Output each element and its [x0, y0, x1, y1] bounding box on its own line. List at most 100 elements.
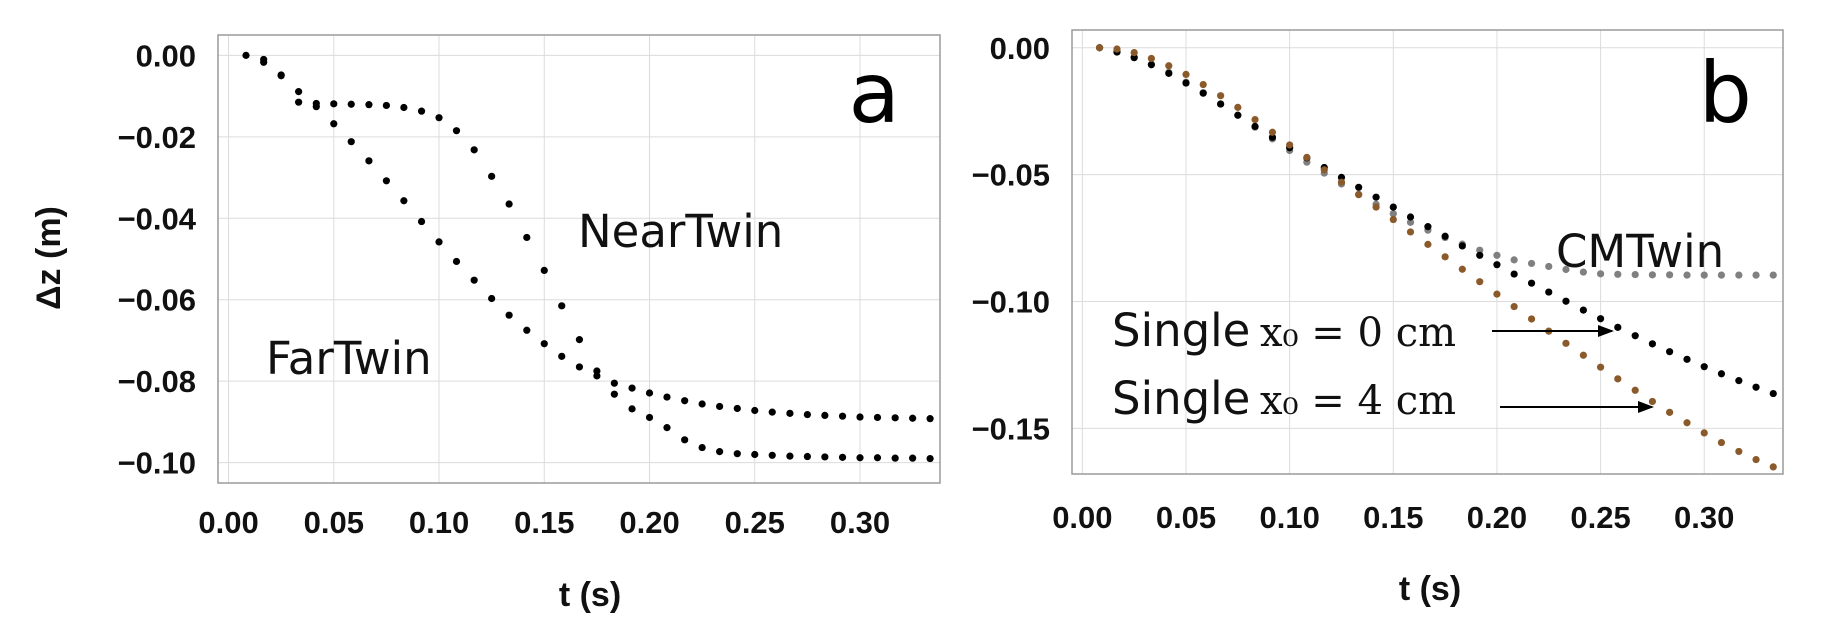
point-cmtwin: [1406, 218, 1415, 226]
point-single-x0-0-cm: [1372, 193, 1380, 201]
panel-a-x-ticks: 0.00 0.05 0.10 0.15 0.20 0.25 0.30: [198, 505, 890, 540]
point-cmtwin: [1545, 262, 1553, 271]
panel-b-label: b: [1699, 44, 1752, 142]
panel-b-x-tick-label: 0.25: [1570, 500, 1630, 535]
point-single-x0-4-cm: [1717, 438, 1726, 447]
point-fartwin: [733, 404, 741, 413]
point-single-x0-4-cm: [1424, 240, 1432, 248]
panel-a-x-tick-label: 0.15: [514, 505, 574, 540]
point-neartwin: [523, 233, 531, 242]
panel-a-x-tick-label: 0.30: [830, 505, 890, 540]
point-single-x0-4-cm: [1199, 80, 1207, 89]
point-fartwin: [505, 311, 513, 319]
point-fartwin: [873, 413, 882, 422]
point-neartwin: [681, 436, 689, 444]
point-fartwin: [470, 276, 478, 284]
point-neartwin: [488, 172, 496, 180]
panel-b-grid: [1072, 30, 1783, 474]
point-fartwin: [277, 71, 285, 79]
point-single-x0-0-cm: [1217, 100, 1225, 108]
panel-a-y-tick-label: −0.10: [118, 446, 196, 481]
panel-a-y-tick-label: −0.04: [118, 201, 197, 236]
point-fartwin: [400, 197, 408, 205]
panel-a: 0.00−0.02−0.04−0.06−0.08−0.10 0.00 0.05 0.…: [30, 34, 941, 614]
point-neartwin: [838, 453, 847, 461]
point-neartwin: [242, 51, 250, 59]
point-single-x0-4-cm: [1683, 419, 1691, 427]
point-fartwin: [681, 397, 689, 405]
point-single-x0-0-cm: [1666, 348, 1674, 356]
point-cmtwin: [1596, 270, 1605, 278]
point-single-x0-4-cm: [1268, 128, 1277, 136]
point-single-x0-4-cm: [1441, 253, 1449, 261]
panel-b-y-ticks: 0.00 −0.05 −0.10 −0.15: [972, 31, 1050, 447]
point-single-x0-0-cm: [1562, 297, 1570, 305]
point-single-x0-4-cm: [1234, 103, 1242, 111]
point-fartwin: [856, 413, 864, 421]
point-neartwin: [452, 127, 461, 135]
point-single-x0-4-cm: [1735, 447, 1743, 456]
point-neartwin: [558, 302, 566, 310]
point-single-x0-4-cm: [1182, 70, 1190, 78]
panel-a-y-axis-label: Δz (m): [30, 206, 68, 310]
panel-a-points: [242, 51, 934, 463]
point-cmtwin: [1700, 271, 1708, 279]
point-fartwin: [663, 393, 671, 401]
point-neartwin: [365, 101, 373, 109]
point-single-x0-4-cm: [1147, 54, 1155, 63]
point-single-x0-4-cm: [1476, 278, 1484, 286]
panel-b-y-tick-label: −0.10: [972, 284, 1050, 319]
point-fartwin: [786, 409, 794, 417]
point-single-x0-4-cm: [1113, 45, 1121, 53]
annotation-single-4-word: Single: [1112, 372, 1250, 425]
point-single-x0-4-cm: [1320, 166, 1328, 174]
point-cmtwin: [1735, 271, 1743, 279]
point-cmtwin: [1562, 265, 1570, 274]
point-fartwin: [768, 408, 776, 416]
point-fartwin: [909, 414, 917, 422]
panel-b-x-tick-label: 0.30: [1674, 500, 1734, 535]
panel-b-frame: [1071, 29, 1784, 475]
point-single-x0-4-cm: [1752, 455, 1760, 464]
point-single-x0-4-cm: [1286, 141, 1294, 149]
point-single-x0-0-cm: [1389, 203, 1397, 211]
point-neartwin: [470, 146, 478, 154]
point-single-x0-0-cm: [1458, 242, 1466, 250]
point-fartwin: [540, 340, 548, 348]
point-fartwin: [751, 406, 759, 415]
point-single-x0-4-cm: [1406, 228, 1415, 236]
panel-b-x-tick-label: 0.05: [1156, 500, 1216, 535]
panel-a-frame: [217, 34, 941, 484]
point-single-x0-0-cm: [1251, 122, 1259, 131]
point-cmtwin: [1476, 246, 1484, 254]
point-single-x0-4-cm: [1372, 203, 1380, 211]
point-single-x0-0-cm: [1147, 61, 1155, 69]
point-single-x0-0-cm: [1199, 89, 1207, 97]
annotation-neartwin: NearTwin: [578, 205, 783, 258]
point-cmtwin: [1579, 268, 1587, 276]
point-fartwin: [821, 411, 829, 419]
point-fartwin: [716, 402, 724, 411]
point-neartwin: [505, 200, 513, 208]
annotation-cmtwin: CMTwin: [1556, 225, 1724, 278]
point-single-x0-0-cm: [1165, 69, 1173, 77]
point-neartwin: [821, 453, 829, 461]
point-single-x0-4-cm: [1648, 397, 1657, 406]
point-single-x0-0-cm: [1700, 363, 1708, 371]
panel-a-x-tick-label: 0.00: [198, 505, 258, 540]
panel-a-x-tick-label: 0.10: [409, 505, 469, 540]
annotation-single-0-math: x₀ = 0 cm: [1260, 310, 1456, 356]
point-single-x0-0-cm: [1493, 261, 1501, 269]
point-neartwin: [926, 454, 934, 463]
point-single-x0-0-cm: [1234, 111, 1242, 119]
point-neartwin: [856, 454, 864, 462]
point-fartwin: [260, 58, 268, 66]
point-single-x0-0-cm: [1441, 232, 1449, 240]
point-cmtwin: [1752, 271, 1760, 279]
point-single-x0-4-cm: [1769, 463, 1777, 471]
point-single-x0-4-cm: [1095, 44, 1104, 52]
point-single-x0-0-cm: [1476, 251, 1484, 259]
point-cmtwin: [1648, 271, 1657, 279]
point-single-x0-0-cm: [1769, 389, 1777, 398]
